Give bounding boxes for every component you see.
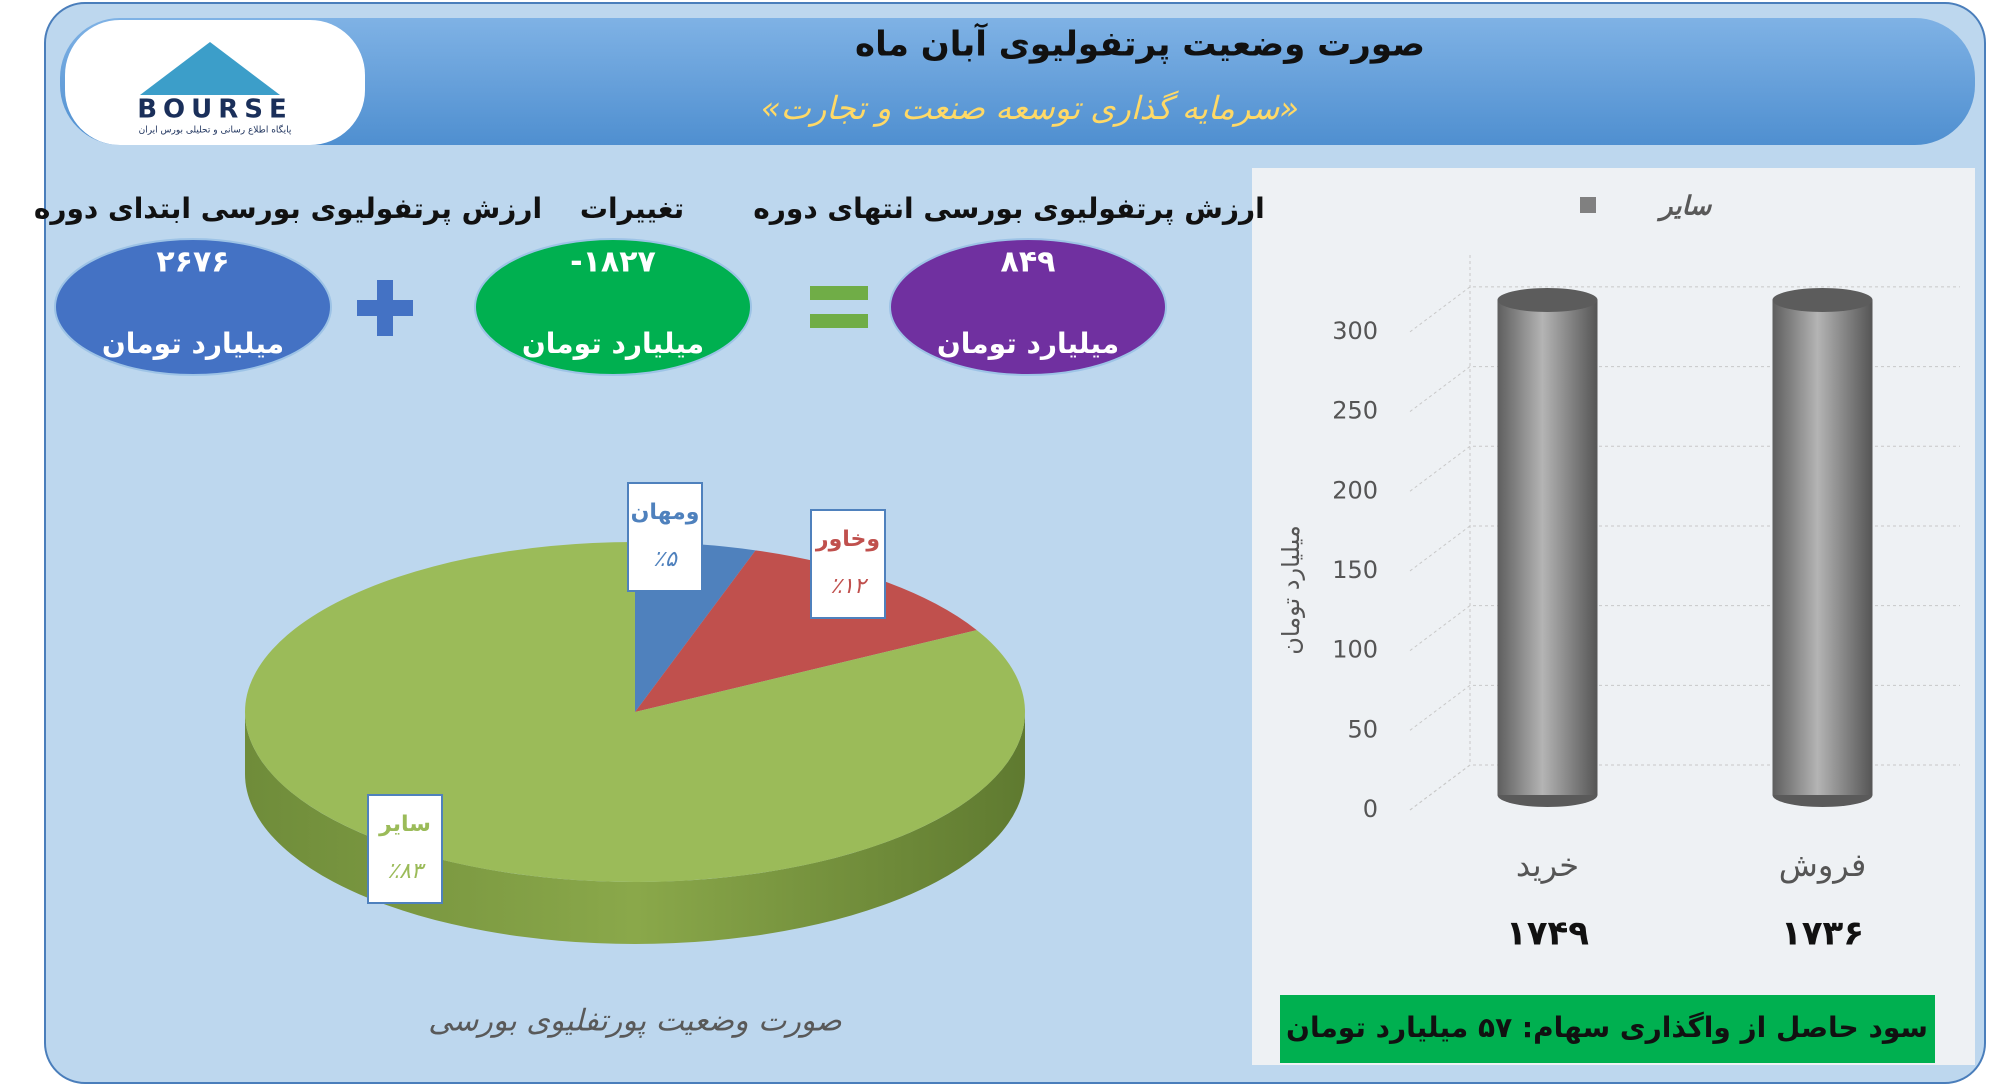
grid-line bbox=[1409, 286, 1960, 333]
legend-label: سایر bbox=[1656, 192, 1713, 222]
y-tick-label: 200 bbox=[1332, 476, 1378, 504]
pie-value-label: ٪۸۳ bbox=[387, 859, 426, 884]
pie-label-box bbox=[627, 482, 703, 592]
bar-value-label: ۱۷۴۹ bbox=[1506, 914, 1589, 954]
plus-sign bbox=[377, 280, 393, 336]
y-tick-label: 300 bbox=[1332, 317, 1378, 345]
bar-value-label: ۱۷۳۶ bbox=[1781, 914, 1864, 954]
summary-value: ۸۴۹ bbox=[1001, 245, 1056, 280]
grid-line bbox=[1409, 684, 1960, 731]
summary-ellipse bbox=[54, 238, 332, 376]
y-tick-label: 0 bbox=[1363, 795, 1378, 823]
legend-swatch bbox=[1580, 197, 1596, 213]
y-axis-label: میلیارد تومان bbox=[1277, 525, 1305, 654]
footer-box bbox=[1280, 995, 1935, 1063]
summary-unit: میلیارد تومان bbox=[937, 327, 1119, 360]
pie-label-box bbox=[810, 509, 886, 619]
x-tick-label: فروش bbox=[1779, 846, 1866, 884]
summary-value: ۲۶۷۶ bbox=[156, 245, 229, 280]
logo-text: BOURSE bbox=[137, 95, 293, 125]
y-tick-label: 100 bbox=[1332, 636, 1378, 664]
title: صورت وضعیت پرتفولیوی آبان ماه bbox=[855, 23, 1425, 65]
grid-line bbox=[1409, 764, 1960, 811]
pie-slice bbox=[635, 550, 977, 712]
header-band bbox=[60, 18, 1975, 145]
grid-line bbox=[1409, 445, 1960, 492]
pie-title: صورت وضعیت پورتفلیوی بورسی bbox=[428, 1004, 842, 1039]
grid-line bbox=[1409, 525, 1960, 572]
bar-cap bbox=[1772, 288, 1873, 312]
summary-value: -۱۸۲۷ bbox=[570, 245, 656, 280]
bar-cap bbox=[1497, 288, 1598, 312]
logo-caption: پایگاه اطلاع رسانی و تحلیلی بورس ایران bbox=[139, 124, 292, 136]
grid-line bbox=[1409, 366, 1960, 412]
bar bbox=[1497, 300, 1598, 795]
pie-category-label: وخاور bbox=[815, 527, 880, 552]
footer-note: سود حاصل از واگذاری سهام: ۵۷ میلیارد توم… bbox=[1286, 1011, 1928, 1044]
summary-ellipse bbox=[474, 238, 752, 376]
grid-line bbox=[1409, 605, 1960, 652]
equals-sign bbox=[810, 314, 868, 328]
pie-value-label: ٪۱۲ bbox=[830, 574, 869, 599]
pie-category-label: سایر bbox=[378, 812, 431, 837]
summary-unit: میلیارد تومان bbox=[102, 327, 284, 360]
y-tick-label: 50 bbox=[1347, 715, 1378, 743]
pie-value-label: ٪۵ bbox=[653, 547, 678, 572]
subtitle: «سرمایه گذاری توسعه صنعت و تجارت» bbox=[761, 89, 1299, 127]
summary-unit: میلیارد تومان bbox=[522, 327, 704, 360]
x-tick-label: خرید bbox=[1516, 846, 1579, 884]
pie-label-box bbox=[367, 794, 443, 904]
y-tick-label: 150 bbox=[1332, 556, 1378, 584]
summary-label: ارزش پرتفولیوی بورسی انتهای دوره bbox=[753, 192, 1264, 225]
bar bbox=[1772, 300, 1873, 795]
summary-ellipse bbox=[889, 238, 1167, 376]
logo-shape bbox=[140, 42, 280, 95]
summary-label: تغییرات bbox=[580, 192, 684, 225]
pie-category-label: ومهان bbox=[631, 500, 700, 525]
y-tick-label: 250 bbox=[1332, 397, 1378, 425]
equals-sign bbox=[810, 286, 868, 300]
summary-label: ارزش پرتفولیوی بورسی ابتدای دوره bbox=[34, 192, 542, 225]
